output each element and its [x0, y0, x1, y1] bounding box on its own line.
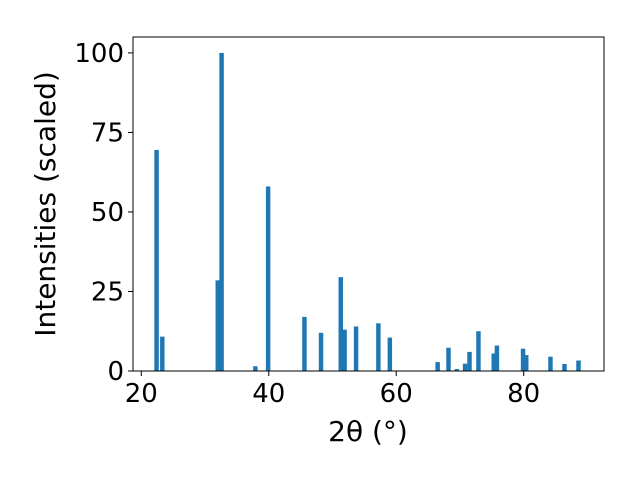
- bar: [338, 277, 343, 371]
- x-tick-label: 60: [380, 379, 413, 409]
- bar: [353, 326, 359, 371]
- bars-group: [154, 52, 581, 372]
- bar: [476, 331, 481, 371]
- x-axis-label: 2θ (°): [328, 415, 408, 448]
- bar: [387, 337, 393, 371]
- bar: [253, 366, 258, 371]
- bar: [446, 347, 451, 371]
- bar: [491, 353, 496, 371]
- y-tick-label: 25: [91, 277, 124, 307]
- bar: [562, 364, 567, 371]
- y-axis-ticks: 0 25 50 75 100: [74, 39, 133, 387]
- y-tick-label: 0: [107, 357, 124, 387]
- bar: [342, 329, 347, 371]
- plot-frame: [132, 36, 605, 372]
- bar: [435, 362, 440, 371]
- bar: [215, 280, 220, 371]
- x-tick-label: 40: [252, 379, 285, 409]
- bar: [548, 356, 553, 371]
- bar: [576, 360, 581, 371]
- y-tick-label: 75: [91, 118, 124, 148]
- bar: [494, 345, 500, 371]
- bar: [524, 355, 529, 371]
- y-axis-label: Intensities (scaled): [29, 71, 62, 337]
- bar: [302, 316, 307, 371]
- y-tick-label: 100: [74, 39, 124, 69]
- bar: [219, 52, 224, 372]
- bar: [462, 363, 468, 371]
- bar: [520, 348, 526, 371]
- bar: [454, 369, 459, 371]
- bar: [265, 186, 271, 371]
- x-tick-label: 80: [507, 379, 540, 409]
- x-tick-label: 20: [125, 379, 158, 409]
- y-tick-label: 50: [91, 198, 124, 228]
- bar: [160, 336, 165, 371]
- x-axis-ticks: 20 40 60 80: [125, 371, 540, 409]
- bar: [318, 332, 324, 371]
- bar: [467, 351, 472, 371]
- bar: [154, 149, 159, 371]
- bar: [376, 323, 381, 371]
